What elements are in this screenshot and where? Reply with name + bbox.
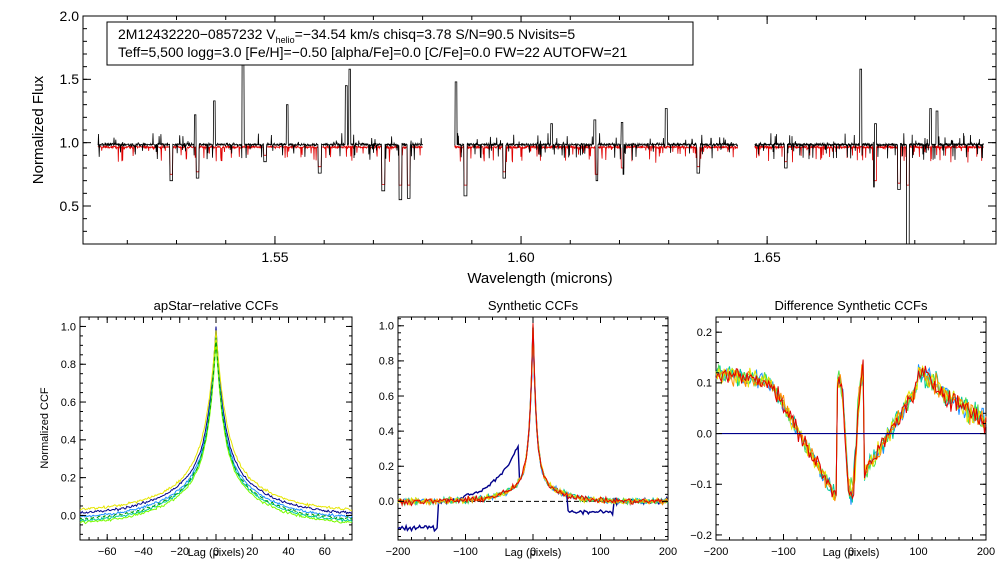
observed-spectrum-chip-2 — [454, 81, 738, 197]
info-line-2: Teff=5,500 logg=3.0 [Fe/H]=−0.50 [alpha/… — [118, 44, 627, 60]
x-tick-label-3: 100 — [909, 546, 927, 558]
x-tick-label-2: −20 — [170, 546, 189, 558]
y-tick-label-1: 0.2 — [61, 472, 76, 484]
x-tick-label-4: 200 — [977, 546, 995, 558]
x-tick-label-0: 1.55 — [261, 249, 288, 265]
difference-ccf-title: Difference Synthetic CCFs — [775, 298, 928, 313]
difference-ccf-frame — [715, 316, 987, 541]
apstar-ccf-xlabel: Lag (pixels) — [188, 547, 245, 559]
x-tick-label-1: 1.60 — [507, 249, 534, 265]
y-tick-label-1: −0.1 — [690, 479, 712, 491]
difference-ccf-series-3 — [715, 361, 987, 497]
y-tick-label-2: 0.4 — [61, 435, 76, 447]
x-tick-label-5: 40 — [282, 546, 294, 558]
y-tick-label-0: −0.2 — [690, 530, 712, 542]
synthetic-ccf-xlabel: Lag (pixels) — [505, 547, 562, 559]
apstar-ccf-series-3 — [79, 335, 353, 524]
difference-ccf-series-5 — [715, 364, 987, 502]
info-fit-stats: =−34.54 km/s chisq=3.78 S/N=90.5 Nvisits… — [295, 26, 576, 42]
apstar-ccf-ylabel: Normalized CCF — [39, 387, 51, 469]
y-tick-label-3: 0.6 — [61, 397, 76, 409]
apstar-ccf-plot-area — [79, 326, 353, 525]
apstar-ccf-title: apStar−relative CCFs — [154, 298, 279, 313]
y-tick-label-0: 0.0 — [61, 510, 76, 522]
y-tick-label-5: 1.0 — [379, 321, 394, 333]
x-tick-label-4: 20 — [246, 546, 258, 558]
apstar-ccf-series-4 — [79, 340, 353, 525]
synthetic-ccf-ticks: −200 −100 0 100 200 0.0 0.2 0.4 0.6 0.8 1.0 — [379, 317, 677, 558]
apstar-ccf-ticks: −60 −40 −20 0 20 40 60 0.0 0.2 0.4 0.6 0.8 1.0 — [61, 317, 353, 558]
x-tick-label-6: 60 — [319, 546, 331, 558]
synthetic-ccf-series-5 — [397, 327, 669, 506]
info-line-1: 2M12432220−0857232 Vhelio=−34.54 km/s ch… — [118, 26, 575, 45]
y-tick-label-5: 1.0 — [61, 321, 76, 333]
apstar-ccf-series-2 — [79, 333, 353, 519]
y-tick-label-4: 0.2 — [697, 327, 712, 339]
synthetic-ccf-panel: Synthetic CCFs −200 −100 0 100 200 0.0 0.2 0.4 0… — [379, 298, 677, 559]
info-helio-subscript: helio — [276, 35, 295, 45]
model-spectrum-chip-3 — [754, 144, 984, 186]
y-tick-label-2: 0.4 — [379, 426, 394, 438]
x-tick-label-4: 200 — [659, 546, 677, 558]
observed-spectrum-chip-3 — [754, 68, 984, 245]
y-tick-label-2: 1.5 — [60, 71, 80, 87]
apstar-ccf-series-6 — [79, 337, 352, 521]
apstar-ccf-series-5 — [79, 330, 353, 511]
info-box: 2M12432220−0857232 Vhelio=−34.54 km/s ch… — [106, 21, 694, 66]
y-tick-label-4: 0.8 — [379, 356, 394, 368]
spectrum-panel: 1.55 1.60 1.65 0.5 1.0 1.5 2.0 Wavelength (mic… — [30, 8, 997, 287]
x-tick-label-2: 0 — [848, 546, 854, 558]
apstar-ccf-series-1 — [79, 326, 352, 515]
x-tick-label-1: −100 — [453, 546, 478, 558]
x-tick-label-2: 0 — [530, 546, 536, 558]
x-tick-label-3: 100 — [591, 546, 609, 558]
synthetic-ccf-series-7 — [397, 323, 668, 507]
synthetic-ccf-series-2 — [397, 327, 669, 507]
x-tick-label-1: −40 — [134, 546, 153, 558]
x-tick-label-0: −200 — [704, 546, 729, 558]
y-tick-label-0: 0.5 — [60, 198, 80, 214]
x-tick-label-1: −100 — [771, 546, 796, 558]
y-tick-label-3: 0.6 — [379, 391, 394, 403]
apstar-ccf-frame — [79, 316, 353, 541]
y-tick-label-3: 0.1 — [697, 378, 712, 390]
y-tick-label-4: 0.8 — [61, 359, 76, 371]
info-star-velocity: 2M12432220−0857232 V — [118, 26, 276, 42]
synthetic-ccf-title: Synthetic CCFs — [488, 298, 579, 313]
apstar-ccf-panel: apStar−relative CCFs −60 −40 −20 0 20 40 60 0.0… — [39, 298, 353, 559]
x-tick-label-3: 0 — [213, 546, 219, 558]
synthetic-ccf-plot-area — [397, 323, 669, 533]
y-tick-label-1: 0.2 — [379, 461, 394, 473]
difference-ccf-plot-area — [715, 359, 987, 505]
y-tick-label-3: 2.0 — [60, 8, 80, 24]
spectrum-ticks: 1.55 1.60 1.65 0.5 1.0 1.5 2.0 — [60, 8, 996, 265]
y-tick-label-1: 1.0 — [60, 135, 80, 151]
spectrum-xlabel: Wavelength (microns) — [467, 270, 612, 287]
x-tick-label-0: −200 — [386, 546, 411, 558]
difference-ccf-xlabel: Lag (pixels) — [823, 547, 880, 559]
spectrum-plot-area — [97, 63, 984, 245]
difference-ccf-panel: Difference Synthetic CCFs −200 −100 0 100 20… — [690, 298, 995, 559]
difference-ccf-ticks: −200 −100 0 100 200 −0.2 −0.1 0.0 0.1 0.2 — [690, 317, 995, 558]
observed-spectrum-chip-1 — [97, 63, 423, 201]
x-tick-label-2: 1.65 — [754, 249, 781, 265]
x-tick-label-0: −60 — [98, 546, 117, 558]
info-box-frame — [106, 21, 694, 66]
y-tick-label-0: 0.0 — [379, 496, 394, 508]
difference-ccf-series-6 — [715, 359, 987, 500]
spectrum-ylabel: Normalized Flux — [30, 75, 47, 184]
y-tick-label-2: 0.0 — [697, 428, 712, 440]
synthetic-ccf-series-3 — [397, 328, 669, 506]
